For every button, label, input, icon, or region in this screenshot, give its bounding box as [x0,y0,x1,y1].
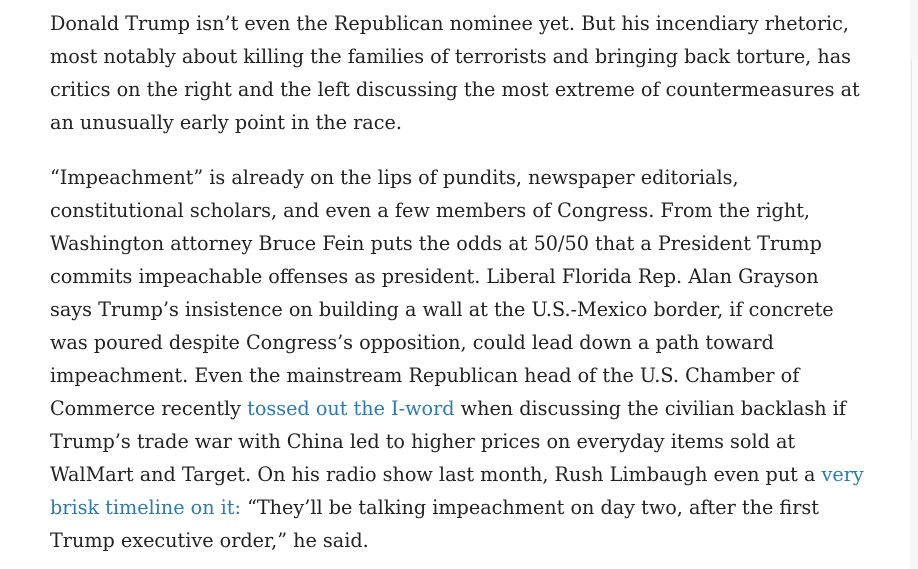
text-segment: when discussing the civilian backlash if [454,397,846,420]
paragraph-line: Trump’s trade war with China led to high… [50,430,796,453]
paragraph-line: critics on the right and the left discus… [50,78,860,101]
brisk-timeline-link-part-2[interactable]: brisk timeline on it: [50,496,241,519]
paragraph-2: “Impeachment” is already on the lips of … [50,161,910,557]
tossed-out-the-i-word-link[interactable]: tossed out the I-word [247,397,455,420]
paragraph-line: Donald Trump isn’t even the Republican n… [50,12,850,35]
paragraph-line-with-link: WalMart and Target. On his radio show la… [50,458,910,491]
paragraph-line: most notably about killing the families … [50,45,852,68]
article-body: Donald Trump isn’t even the Republican n… [50,7,910,557]
brisk-timeline-link-part-1[interactable]: very [821,463,864,486]
paragraph-line: impeachment. Even the mainstream Republi… [50,364,800,387]
paragraph-line: was poured despite Congress’s opposition… [50,331,774,354]
paragraph-line: constitutional scholars, and even a few … [50,199,811,222]
scrollbar-thumb[interactable] [911,60,918,440]
paragraph-line-with-link: brisk timeline on it: “They’ll be talkin… [50,491,910,524]
paragraph-line: commits impeachable offenses as presiden… [50,265,819,288]
scrollbar-track[interactable] [910,0,918,569]
paragraph-line: says Trump’s insistence on building a wa… [50,298,834,321]
paragraph-line: Trump executive order,” he said. [50,529,369,552]
text-segment: WalMart and Target. On his radio show la… [50,463,822,486]
paragraph-line: Washington attorney Bruce Fein puts the … [50,232,822,255]
paragraph-line-with-link: Commerce recently tossed out the I-word … [50,392,910,425]
paragraph-line: “Impeachment” is already on the lips of … [50,166,739,189]
text-segment: Commerce recently [50,397,248,420]
text-segment: “They’ll be talking impeachment on day t… [240,496,819,519]
paragraph-1: Donald Trump isn’t even the Republican n… [50,7,910,139]
paragraph-line: an unusually early point in the race. [50,111,402,134]
